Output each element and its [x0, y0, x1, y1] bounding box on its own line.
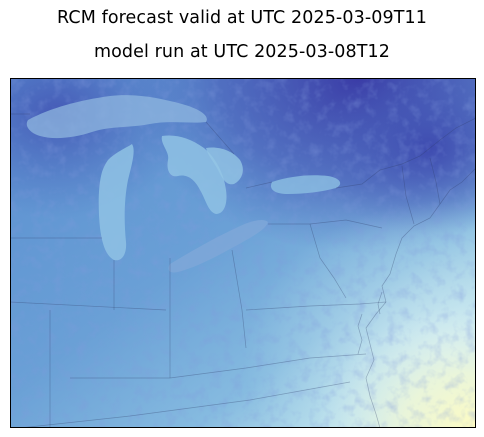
lake-ontario: [270, 175, 341, 194]
state-line-12: [429, 157, 441, 205]
boundary-lines: [10, 113, 476, 428]
state-line-8: [245, 301, 387, 311]
state-line-6: [231, 249, 247, 349]
forecast-field-texture: [10, 78, 476, 428]
model-run-subtitle: model run at UTC 2025-03-08T12: [93, 42, 391, 62]
state-line-11: [401, 165, 415, 225]
georgian-bay: [206, 147, 243, 185]
delaware-bay: [377, 291, 383, 315]
state-line-9: [70, 353, 367, 379]
forecast-map: [10, 78, 476, 428]
chesapeake-bay: [357, 313, 363, 355]
lake-erie: [168, 220, 268, 273]
state-line-7: [268, 219, 383, 229]
lake-superior: [26, 95, 207, 139]
state-line-13: [309, 223, 347, 299]
state-line-10: [19, 381, 351, 428]
map-border: [10, 78, 476, 428]
state-line-2: [10, 301, 167, 311]
atlantic-coastline: [365, 167, 476, 428]
forecast-valid-title: RCM forecast valid at UTC 2025-03-09T11: [57, 8, 427, 28]
lake-michigan: [98, 144, 134, 261]
canada-us-border: [10, 113, 476, 189]
